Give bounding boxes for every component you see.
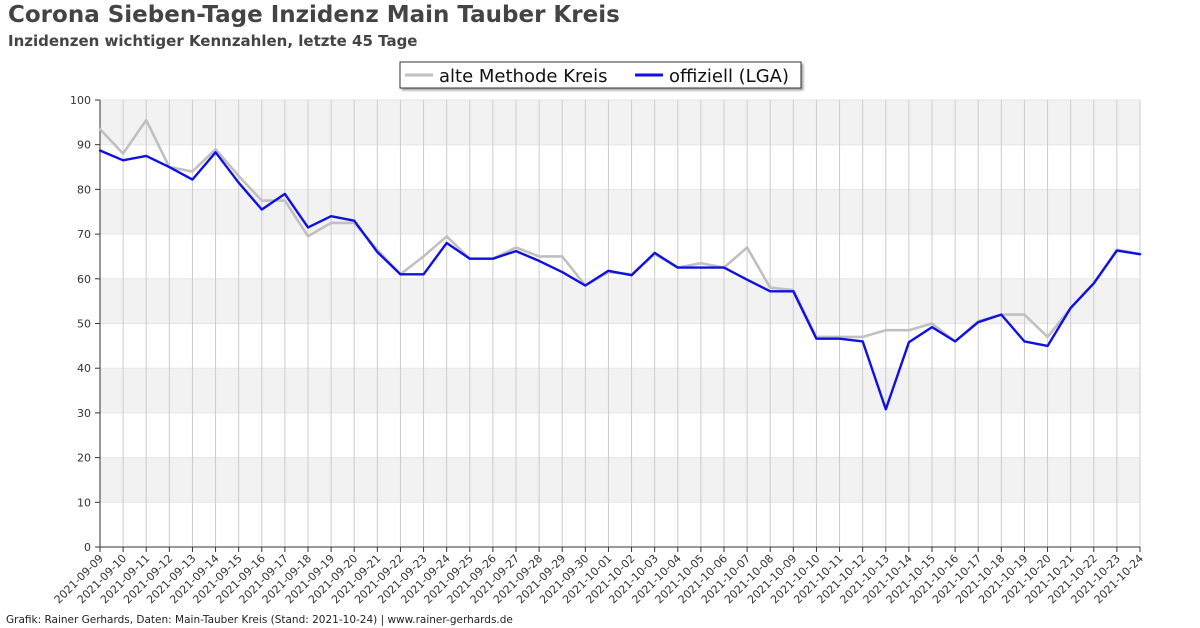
footer-credit: Grafik: Rainer Gerhards, Daten: Main-Tau… [6,614,513,626]
legend-box [399,61,802,89]
legend-label-alte-methode: alte Methode Kreis [439,66,607,87]
x-axis: 2021-09-092021-09-102021-09-112021-09-12… [52,546,1146,606]
background-bands [100,100,1140,503]
y-tick-label: 60 [77,273,91,286]
y-axis: 0 10 20 30 40 50 60 70 80 90 100 [70,94,101,554]
y-tick-label: 0 [84,541,91,554]
chart-title: Corona Sieben-Tage Inzidenz Main Tauber … [8,2,620,28]
grid-lines [99,99,1141,548]
legend: alte Methode Kreis offiziell (LGA) [399,61,802,89]
grid-band [100,457,1140,503]
y-tick-label: 20 [77,452,91,465]
series-line-offiziell [98,149,1142,411]
series-lines [98,118,1142,411]
y-tick-label: 90 [77,139,91,152]
y-tick-label: 40 [77,362,91,375]
legend-label-offiziell: offiziell (LGA) [669,66,789,87]
grid-band [100,100,1140,145]
y-tick-label: 30 [77,407,91,420]
y-tick-label: 10 [77,496,91,509]
grid-band [100,189,1140,235]
chart-subtitle: Inzidenzen wichtiger Kennzahlen, letzte … [8,32,418,50]
grid-band [100,368,1140,413]
y-tick-label: 80 [77,183,91,196]
y-tick-label: 50 [77,318,91,331]
grid-band [100,278,1140,324]
y-tick-label: 70 [77,228,91,241]
y-tick-label: 100 [70,94,91,107]
